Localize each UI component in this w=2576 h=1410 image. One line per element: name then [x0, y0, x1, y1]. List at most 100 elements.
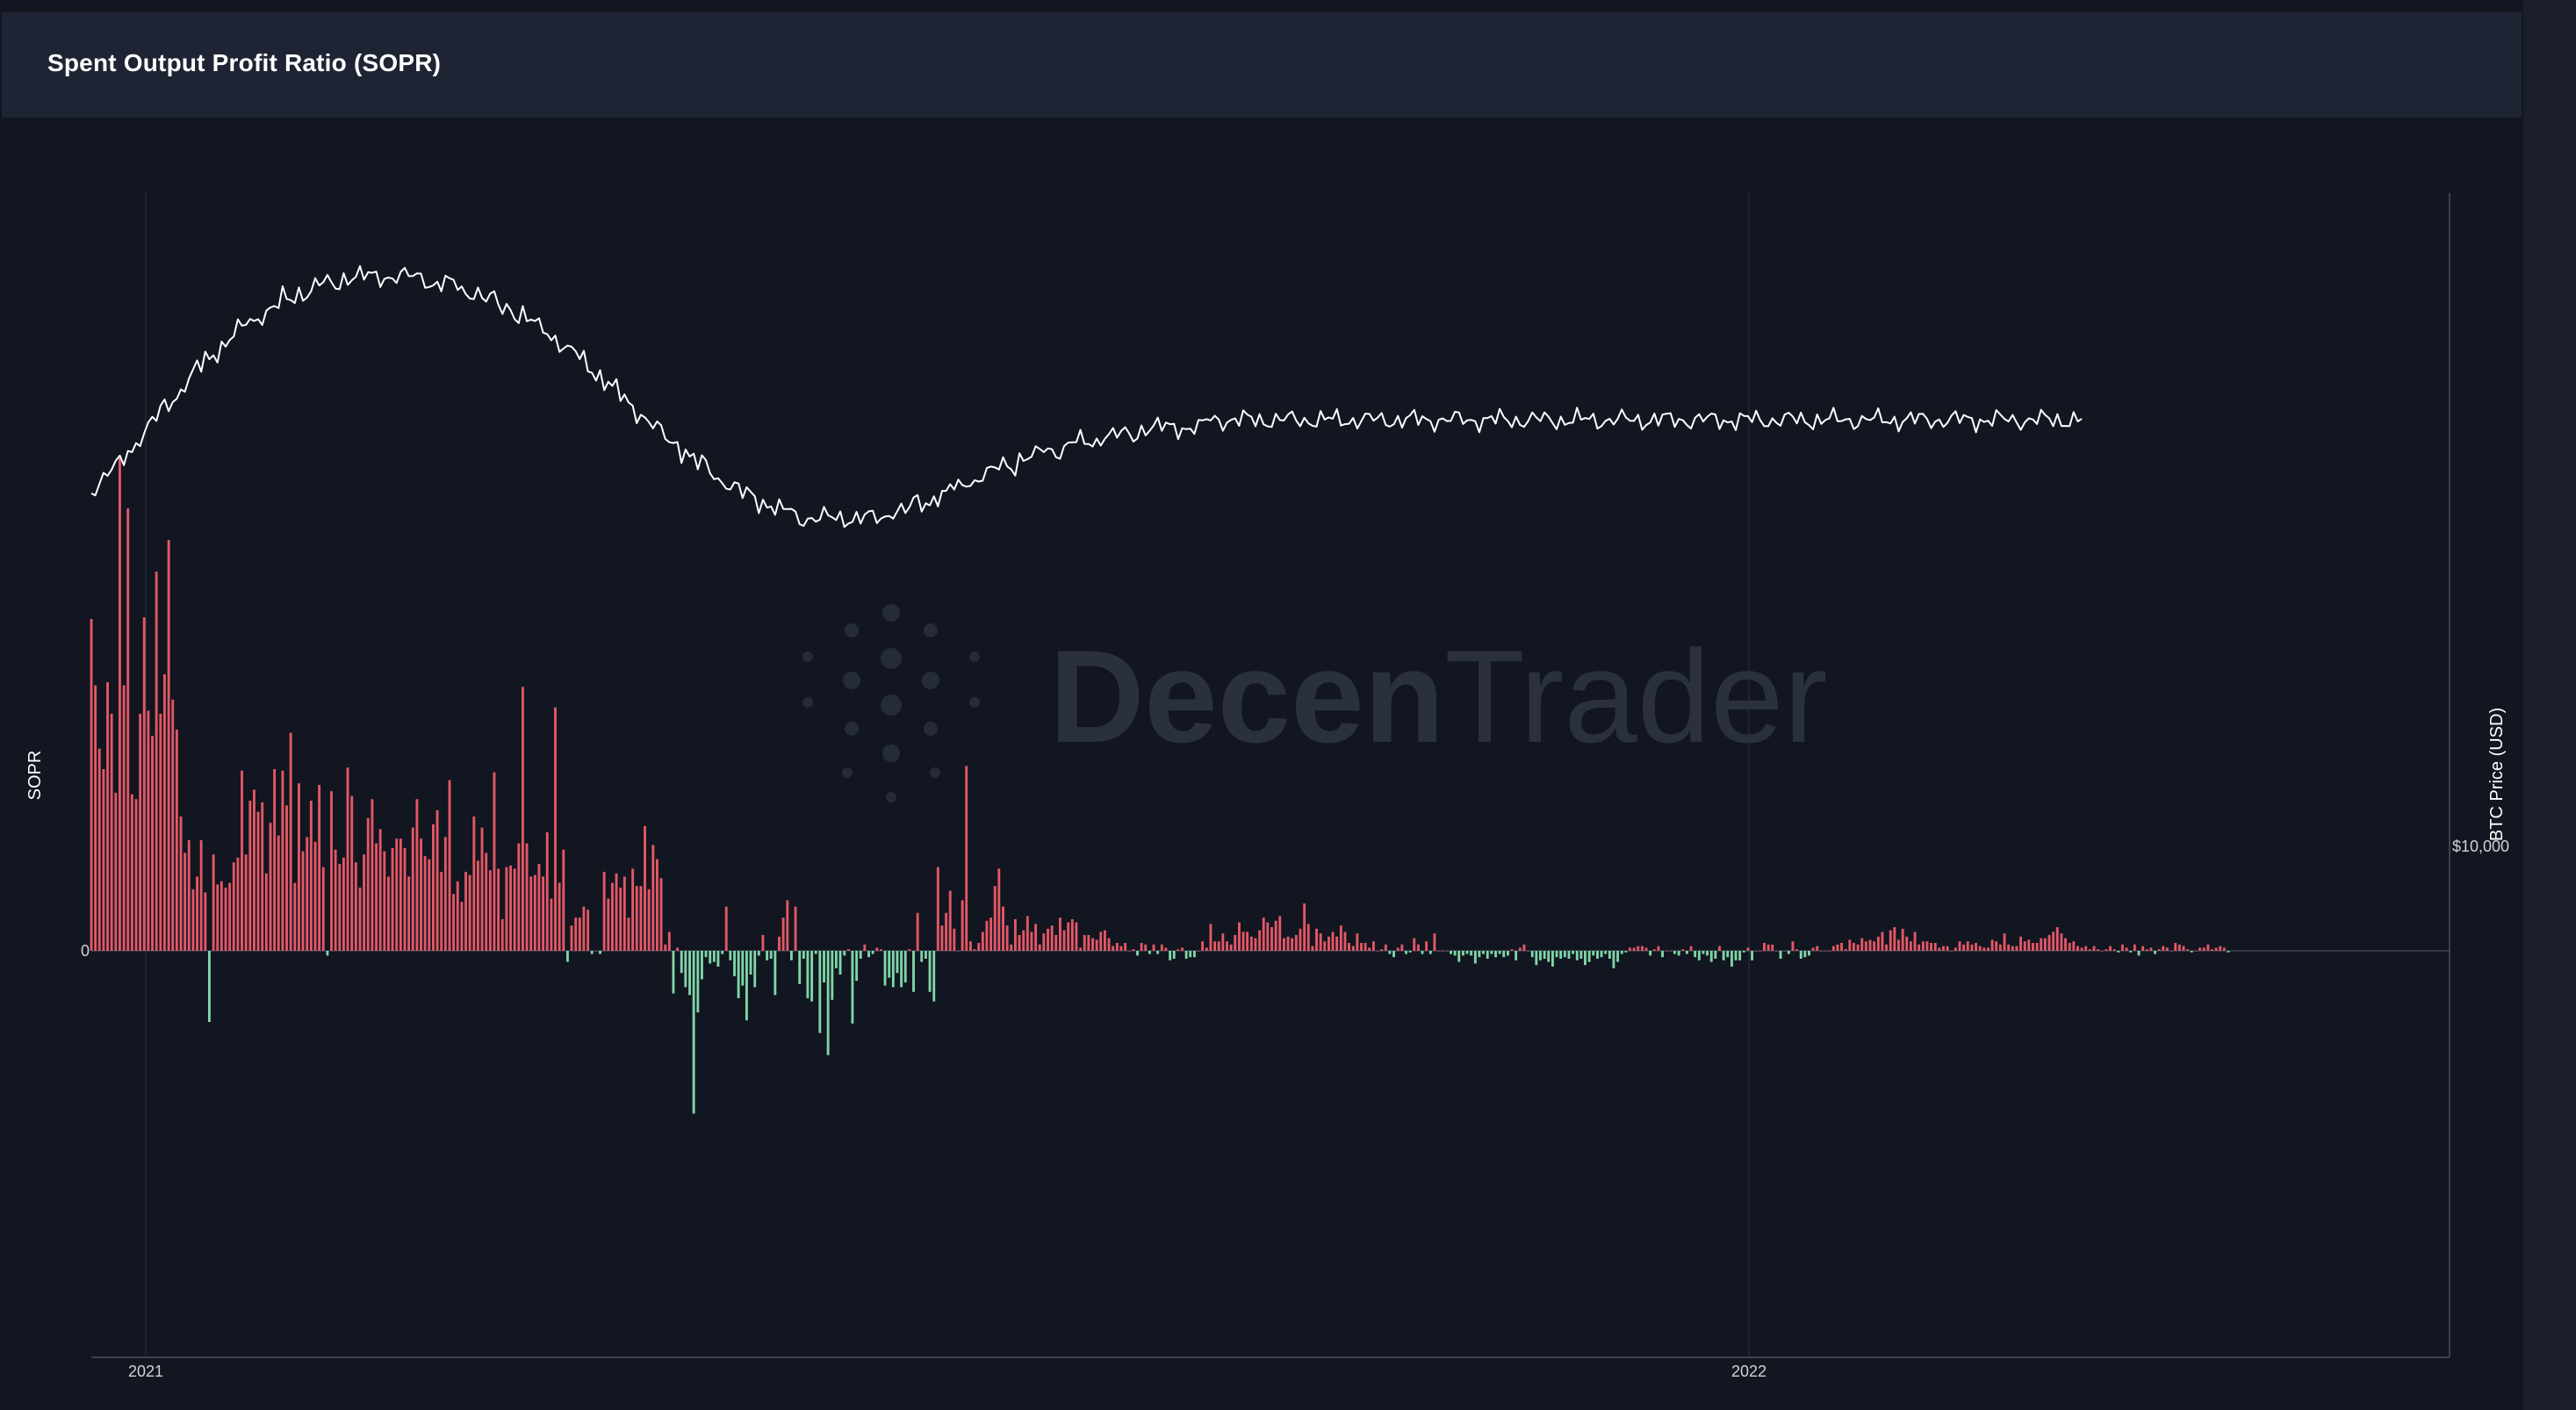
- sopr-bar: [493, 772, 496, 951]
- sopr-bar: [1933, 943, 1937, 951]
- sopr-bar: [1694, 951, 1697, 958]
- sopr-bar: [1995, 941, 1998, 951]
- sopr-bar: [522, 687, 524, 951]
- sopr-bar: [1311, 946, 1314, 951]
- sopr-bar: [1718, 946, 1721, 951]
- sopr-bar: [216, 884, 219, 951]
- sopr-bar: [375, 843, 378, 951]
- watermark-dot: [802, 697, 813, 708]
- sopr-bar: [1258, 930, 1262, 951]
- sopr-bar: [1731, 951, 1733, 967]
- sopr-bar: [500, 919, 504, 951]
- sopr-bar: [1860, 938, 1864, 951]
- watermark-bold: Decen: [1049, 622, 1444, 770]
- sopr-bar: [1644, 947, 1648, 951]
- sopr-bar: [716, 951, 720, 967]
- sopr-bar: [533, 874, 536, 951]
- sopr-bar: [602, 872, 606, 951]
- sopr-bar: [1774, 951, 1778, 952]
- sopr-bar: [948, 890, 952, 951]
- sopr-bar: [1518, 947, 1522, 951]
- sopr-bar: [244, 854, 248, 951]
- sopr-bar: [1697, 951, 1701, 960]
- sopr-bar: [1380, 949, 1384, 951]
- sopr-bar: [1689, 946, 1693, 951]
- sopr-bar: [179, 817, 183, 951]
- sopr-bar: [1294, 935, 1298, 951]
- sopr-bar: [1551, 951, 1554, 967]
- sopr-bar: [1022, 930, 1025, 951]
- sopr-bar: [867, 951, 870, 958]
- sopr-bar: [378, 829, 382, 951]
- sopr-bar: [1396, 947, 1400, 951]
- sopr-bar: [1925, 941, 1929, 951]
- sopr-bar: [932, 951, 936, 1002]
- sopr-bar: [1612, 951, 1615, 968]
- sopr-bar: [90, 619, 93, 951]
- sopr-bar: [1059, 917, 1061, 951]
- sopr-bar: [175, 730, 178, 951]
- sopr-bar: [2076, 946, 2079, 951]
- sopr-bar: [1148, 951, 1151, 954]
- sopr-bar: [2060, 933, 2063, 951]
- sopr-bar: [1543, 951, 1546, 959]
- sopr-bar: [529, 876, 533, 951]
- sopr-bar: [1417, 944, 1420, 951]
- sopr-bar: [806, 951, 809, 998]
- sopr-bar: [2222, 947, 2226, 951]
- sopr-bar: [1494, 951, 1497, 958]
- sopr-bar: [1368, 947, 1371, 951]
- sopr-bar: [1853, 943, 1855, 951]
- sopr-bar: [667, 932, 671, 951]
- sopr-bar: [1246, 932, 1249, 951]
- y-tick-label-zero: 0: [81, 942, 90, 960]
- sopr-bar: [696, 951, 700, 1013]
- sopr-bar: [1567, 951, 1571, 959]
- sopr-bar: [485, 852, 488, 951]
- sopr-bar: [1885, 944, 1888, 951]
- sopr-bar: [1408, 951, 1412, 953]
- sopr-bar: [2211, 949, 2213, 951]
- sopr-bar: [1482, 951, 1485, 954]
- sopr-bar: [1376, 951, 1379, 952]
- sopr-bar: [1652, 949, 1656, 951]
- sopr-bar: [1450, 951, 1452, 954]
- sopr-bar: [1596, 951, 1599, 959]
- sopr-bar: [712, 951, 716, 962]
- sopr-bar: [912, 951, 915, 992]
- sopr-bar: [277, 835, 280, 951]
- sopr-bar: [1486, 951, 1489, 959]
- sopr-bar: [1559, 951, 1563, 959]
- sopr-bar: [1112, 946, 1115, 951]
- sopr-bar: [306, 837, 309, 951]
- sopr-bar: [1348, 943, 1350, 951]
- sopr-bar: [1982, 947, 1986, 951]
- sopr-bar: [1291, 938, 1294, 951]
- sopr-bar: [2129, 951, 2133, 953]
- sopr-bar: [1421, 951, 1424, 954]
- sopr-bar: [578, 917, 581, 951]
- sopr-bar: [472, 817, 476, 951]
- sopr-bar: [1909, 941, 1912, 951]
- sopr-bar: [1034, 924, 1038, 951]
- sopr-bar: [680, 951, 683, 974]
- sopr-bar: [733, 951, 736, 976]
- sopr-bar: [574, 917, 578, 951]
- sopr-bar: [846, 949, 850, 951]
- sopr-bar: [1868, 939, 1872, 951]
- btc-price-line: [90, 265, 2083, 529]
- sopr-bar: [1184, 951, 1188, 959]
- sopr-bar: [1629, 947, 1631, 951]
- sopr-bar: [525, 843, 529, 951]
- sopr-bar: [1901, 928, 1904, 951]
- sopr-bar: [794, 906, 797, 951]
- sopr-bar: [704, 951, 708, 958]
- sopr-bar: [1095, 939, 1098, 951]
- sopr-bar: [590, 951, 594, 954]
- sopr-bar: [1254, 938, 1257, 951]
- sopr-bar: [338, 864, 342, 951]
- sopr-bar: [607, 898, 610, 951]
- sopr-bar: [2072, 941, 2076, 951]
- sopr-bar: [701, 951, 703, 980]
- sopr-bar: [2133, 944, 2136, 951]
